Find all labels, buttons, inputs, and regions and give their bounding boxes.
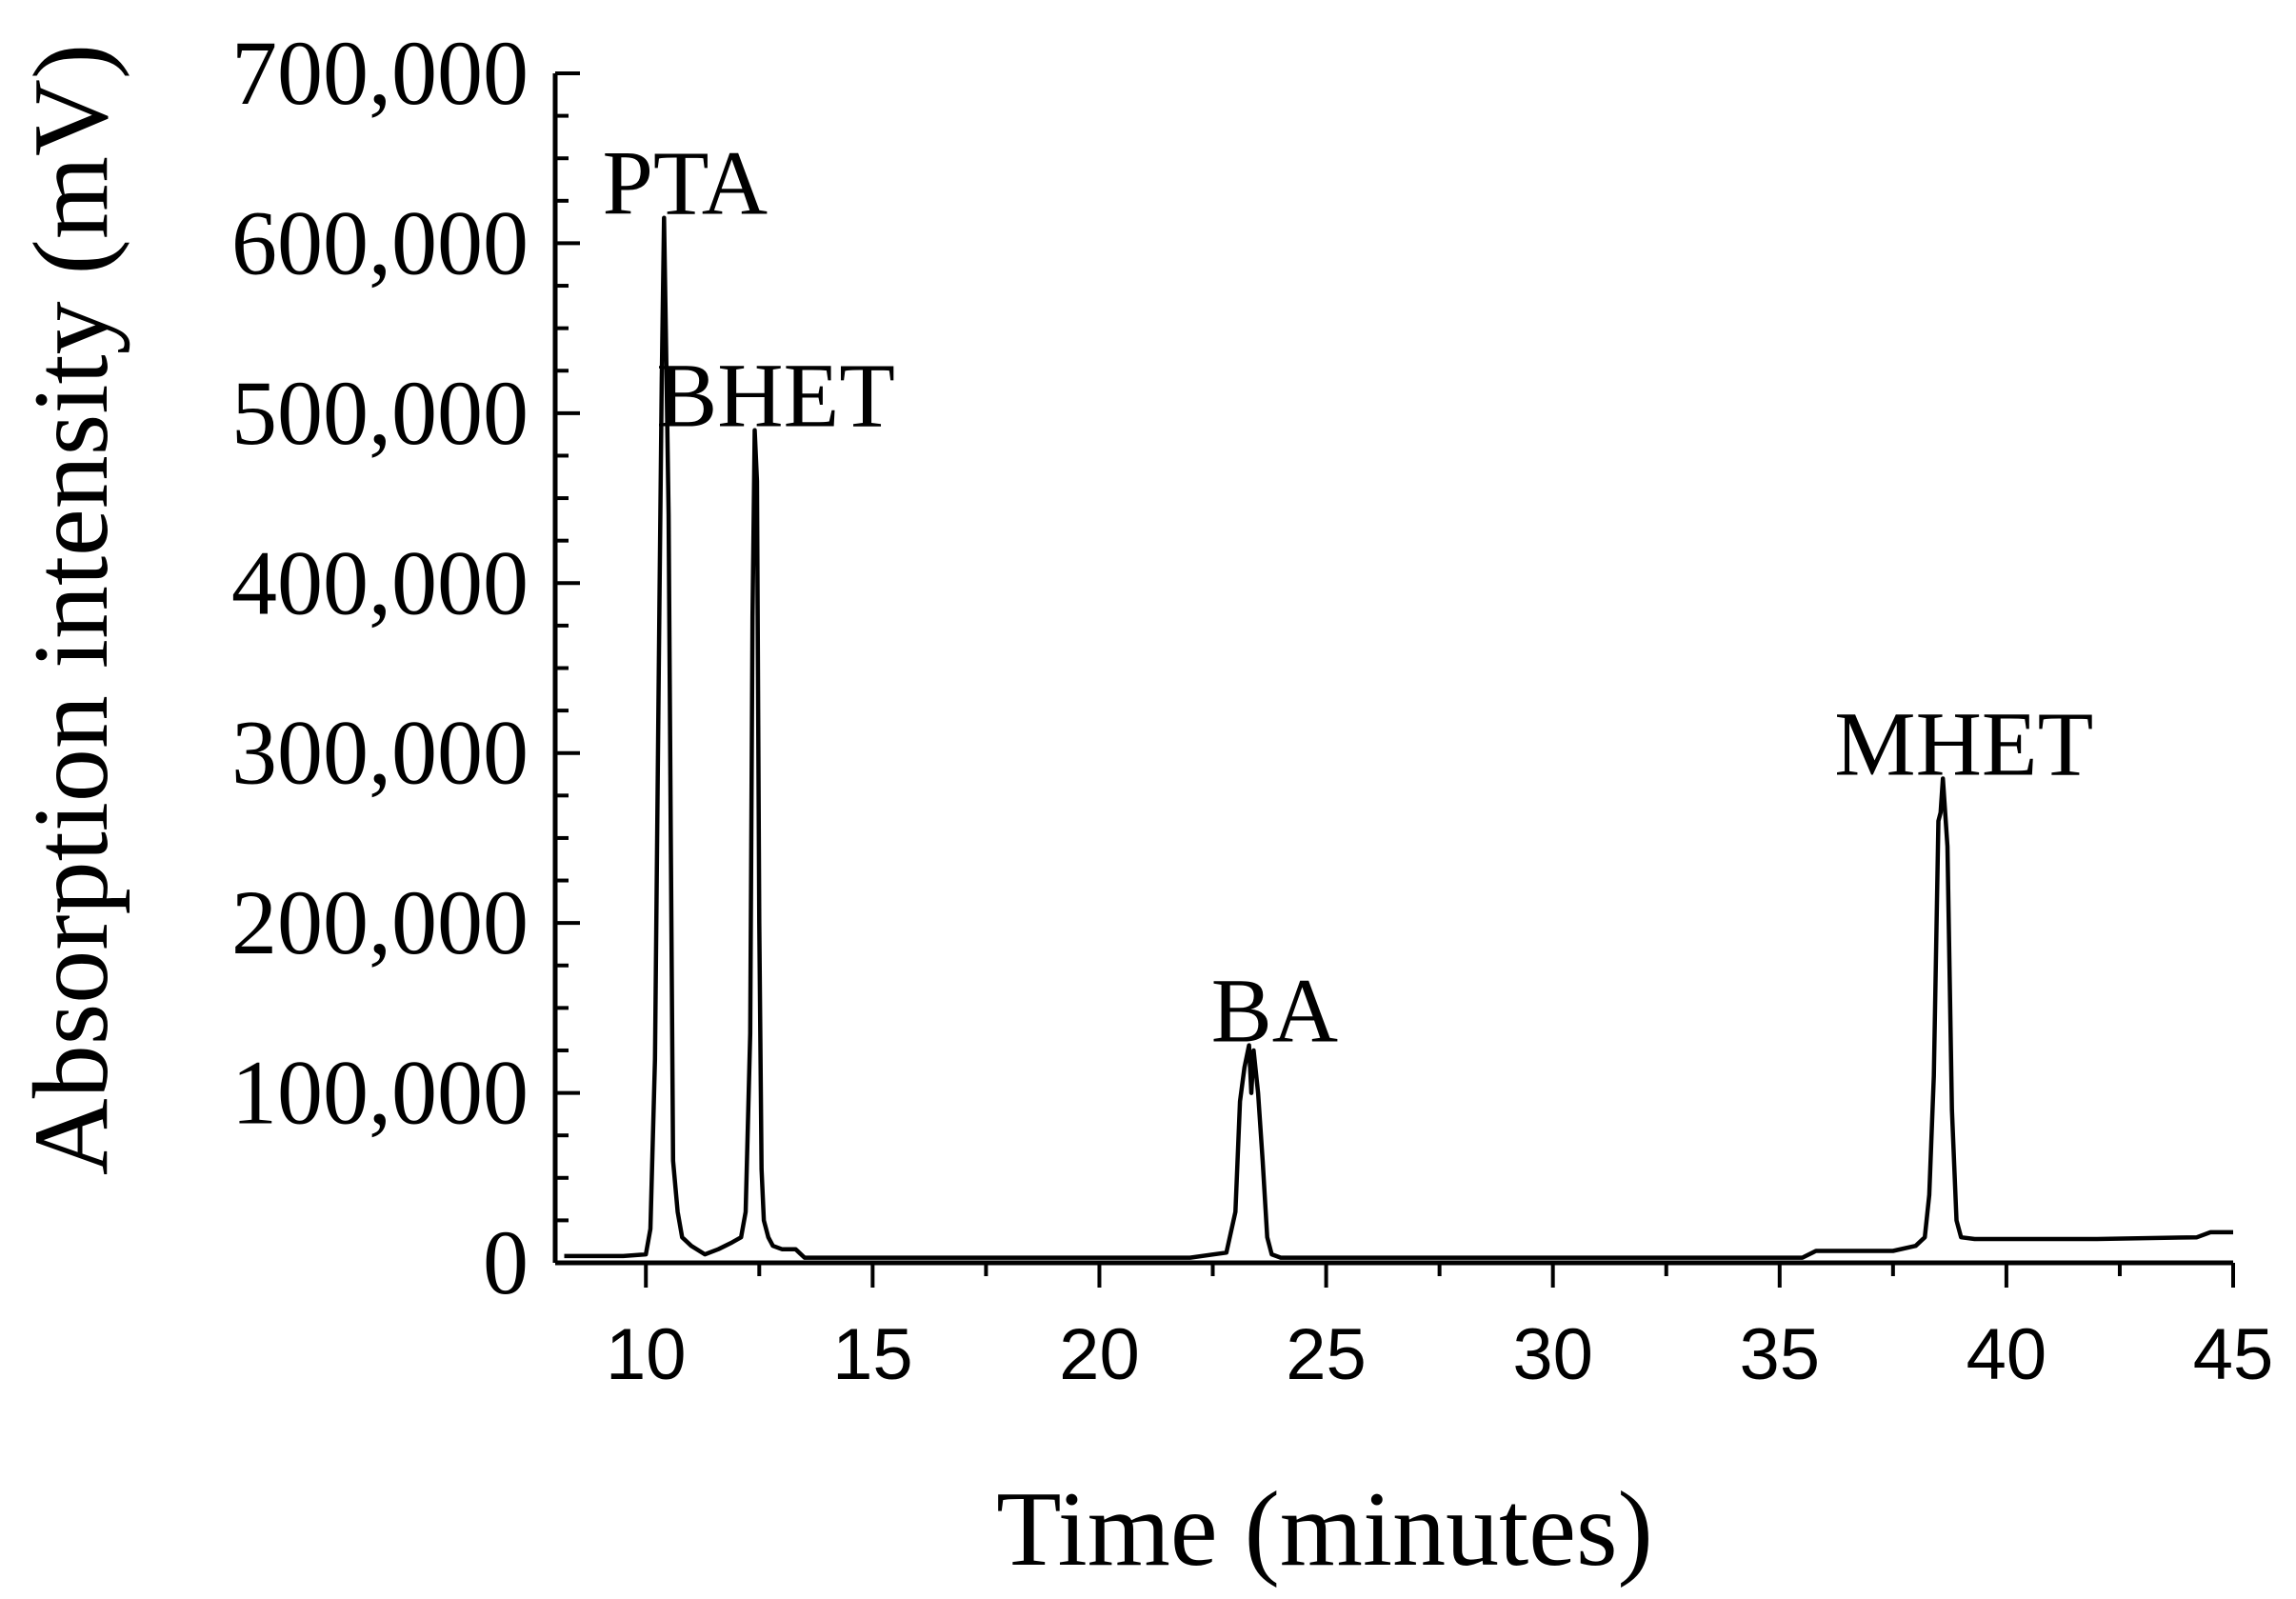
x-tick-label: 40 <box>1967 1314 2047 1395</box>
x-tick-label: 20 <box>1059 1314 1140 1395</box>
y-axis-title: Absorption intensity (mV) <box>12 44 130 1175</box>
x-tick-label: 10 <box>606 1314 687 1395</box>
x-axis-ticks: 10 15 20 25 30 35 40 45 <box>606 1263 2273 1395</box>
x-tick-label: 45 <box>2193 1314 2274 1395</box>
y-tick-label: 200,000 <box>231 871 529 973</box>
x-axis-title: Time (minutes) <box>996 1470 1653 1589</box>
y-tick-label: 100,000 <box>231 1042 529 1144</box>
x-tick-label: 35 <box>1740 1314 1821 1395</box>
y-tick-label: 300,000 <box>231 702 529 804</box>
y-tick-label: 400,000 <box>231 531 529 633</box>
y-tick-label: 0 <box>483 1211 529 1313</box>
peak-label: BHET <box>656 345 895 447</box>
y-axis-ticks: 0 100,000 200,000 300,000 400,000 500,000 600,… <box>231 22 580 1313</box>
y-tick-label: 500,000 <box>231 362 529 464</box>
peak-label: BA <box>1211 960 1338 1062</box>
x-tick-label: 25 <box>1286 1314 1367 1395</box>
x-tick-label: 15 <box>832 1314 913 1395</box>
peak-label: PTA <box>602 132 768 234</box>
x-tick-label: 30 <box>1512 1314 1593 1395</box>
y-tick-label: 700,000 <box>231 22 529 124</box>
plot-area <box>564 215 2233 1260</box>
chromatogram-line <box>564 215 2233 1260</box>
peak-annotations: PTA BHET BA MHET <box>602 132 2093 1062</box>
peak-label: MHET <box>1834 692 2093 794</box>
y-tick-label: 600,000 <box>231 191 529 293</box>
